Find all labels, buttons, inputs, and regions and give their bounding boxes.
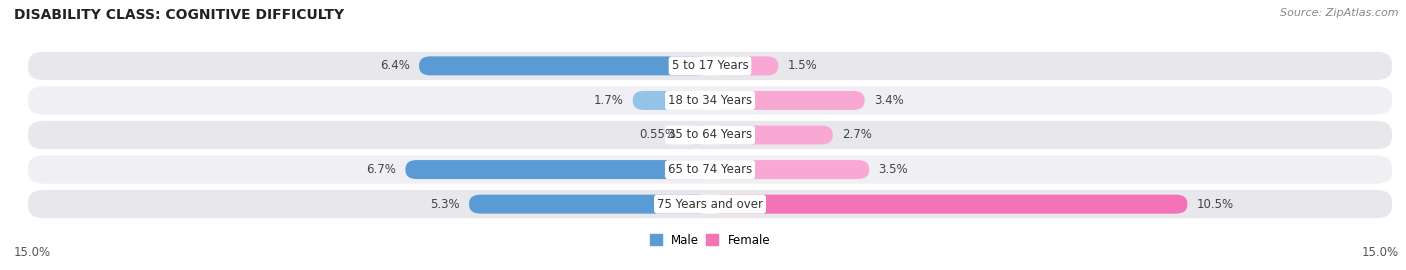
FancyBboxPatch shape [710, 195, 1188, 214]
Text: 3.5%: 3.5% [879, 163, 908, 176]
FancyBboxPatch shape [710, 91, 865, 110]
Text: 35 to 64 Years: 35 to 64 Years [668, 129, 752, 141]
FancyBboxPatch shape [28, 52, 1392, 80]
FancyBboxPatch shape [470, 195, 710, 214]
FancyBboxPatch shape [710, 160, 869, 179]
Text: 3.4%: 3.4% [873, 94, 904, 107]
Text: 75 Years and over: 75 Years and over [657, 198, 763, 211]
Text: 10.5%: 10.5% [1197, 198, 1233, 211]
FancyBboxPatch shape [28, 121, 1392, 149]
Legend: Male, Female: Male, Female [650, 234, 770, 247]
FancyBboxPatch shape [685, 126, 710, 144]
Text: DISABILITY CLASS: COGNITIVE DIFFICULTY: DISABILITY CLASS: COGNITIVE DIFFICULTY [14, 8, 344, 22]
FancyBboxPatch shape [405, 160, 710, 179]
FancyBboxPatch shape [419, 56, 710, 75]
Text: 65 to 74 Years: 65 to 74 Years [668, 163, 752, 176]
FancyBboxPatch shape [28, 190, 1392, 218]
FancyBboxPatch shape [710, 126, 832, 144]
Text: 2.7%: 2.7% [842, 129, 872, 141]
Text: 18 to 34 Years: 18 to 34 Years [668, 94, 752, 107]
Text: 0.55%: 0.55% [638, 129, 676, 141]
Text: Source: ZipAtlas.com: Source: ZipAtlas.com [1281, 8, 1399, 18]
Text: 6.4%: 6.4% [380, 59, 411, 72]
Text: 15.0%: 15.0% [14, 246, 51, 259]
Text: 1.5%: 1.5% [787, 59, 817, 72]
FancyBboxPatch shape [633, 91, 710, 110]
Text: 15.0%: 15.0% [1362, 246, 1399, 259]
Text: 5 to 17 Years: 5 to 17 Years [672, 59, 748, 72]
FancyBboxPatch shape [28, 86, 1392, 114]
Text: 6.7%: 6.7% [367, 163, 396, 176]
FancyBboxPatch shape [710, 56, 779, 75]
Text: 1.7%: 1.7% [593, 94, 624, 107]
FancyBboxPatch shape [28, 156, 1392, 184]
Text: 5.3%: 5.3% [430, 198, 460, 211]
